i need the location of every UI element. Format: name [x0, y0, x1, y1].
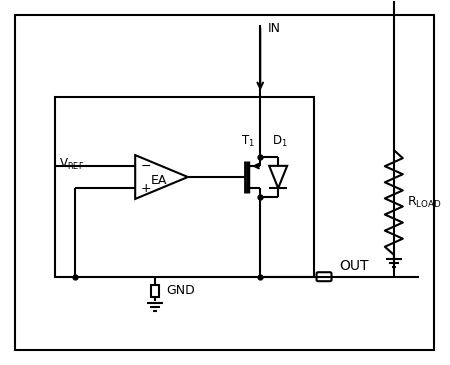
- Text: $\mathregular{D_1}$: $\mathregular{D_1}$: [272, 134, 288, 149]
- Text: $-$: $-$: [140, 160, 151, 172]
- Text: IN: IN: [268, 22, 281, 35]
- Text: OUT: OUT: [339, 259, 369, 273]
- FancyBboxPatch shape: [316, 272, 332, 281]
- Bar: [151, 285, 158, 297]
- Text: $\mathregular{V_{REF}}$: $\mathregular{V_{REF}}$: [59, 157, 84, 172]
- Text: EA: EA: [150, 173, 166, 187]
- Text: $\mathregular{T_1}$: $\mathregular{T_1}$: [241, 134, 255, 149]
- Text: $\mathregular{R_{LOAD}}$: $\mathregular{R_{LOAD}}$: [407, 195, 441, 210]
- Text: $+$: $+$: [140, 182, 151, 195]
- Bar: [55, 97, 314, 277]
- Text: GND: GND: [166, 284, 195, 297]
